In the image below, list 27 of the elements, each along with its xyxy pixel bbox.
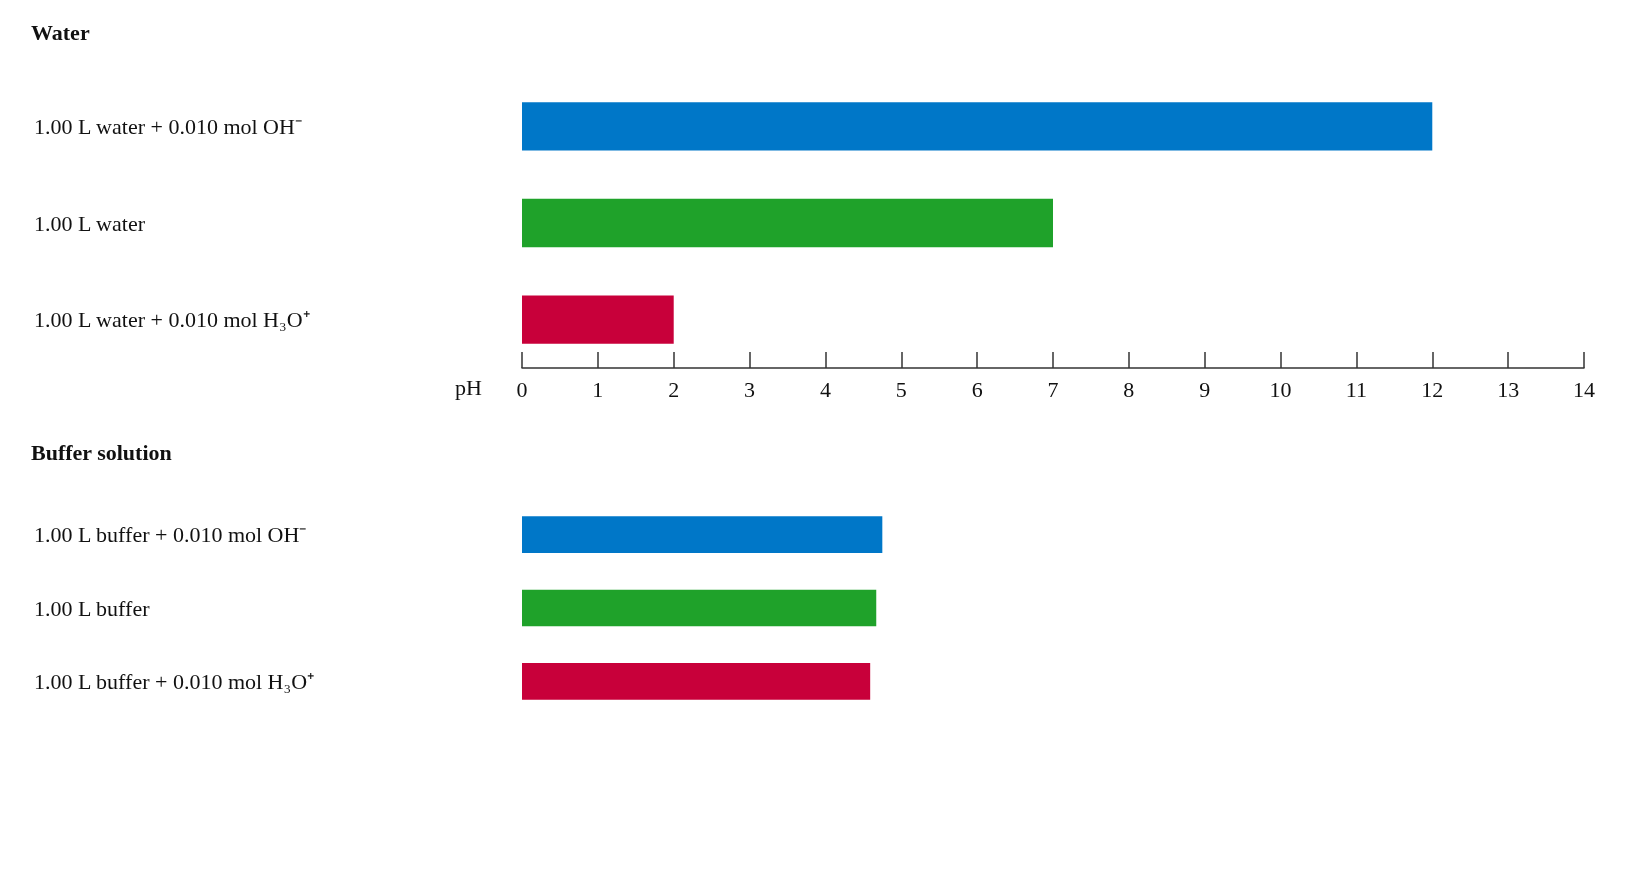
x-axis-title: pH	[455, 374, 483, 400]
y-tick-label: 1.00 L buffer + 0.010 mol H₃O⁺	[34, 668, 315, 694]
x-tick-label: 8	[1123, 376, 1135, 402]
y-tick-label: 1.00 L buffer	[34, 595, 151, 621]
bar	[522, 295, 674, 344]
y-tick-label: 1.00 L buffer + 0.010 mol OH⁻	[34, 522, 307, 548]
x-tick-label: 9	[1199, 376, 1211, 402]
x-tick-label: 4	[819, 376, 831, 402]
bar	[522, 102, 1433, 151]
y-tick-label: 1.00 L water + 0.010 mol H₃O⁺	[34, 307, 310, 333]
x-tick-label: 13	[1497, 376, 1520, 402]
x-tick-label: 12	[1421, 376, 1444, 402]
x-tick-label: 14	[1573, 376, 1595, 402]
x-tick-label: 3	[744, 376, 756, 402]
y-tick-label: 1.00 L water	[34, 210, 146, 236]
x-tick-label: 1	[592, 376, 604, 402]
x-tick-label: 7	[1047, 376, 1059, 402]
x-tick-label: 2	[668, 376, 680, 402]
text: Water	[31, 19, 90, 45]
y-tick-label: 1.00 L water + 0.010 mol OH⁻	[34, 113, 302, 139]
x-tick-label: 5	[895, 376, 907, 402]
x-tick-label: 0	[516, 376, 528, 402]
x-tick-label: 6	[971, 376, 983, 402]
text: Buffer solution	[31, 439, 172, 465]
x-tick-label: 10	[1269, 376, 1292, 402]
bar	[522, 198, 1053, 248]
x-tick-label: 11	[1345, 376, 1368, 402]
